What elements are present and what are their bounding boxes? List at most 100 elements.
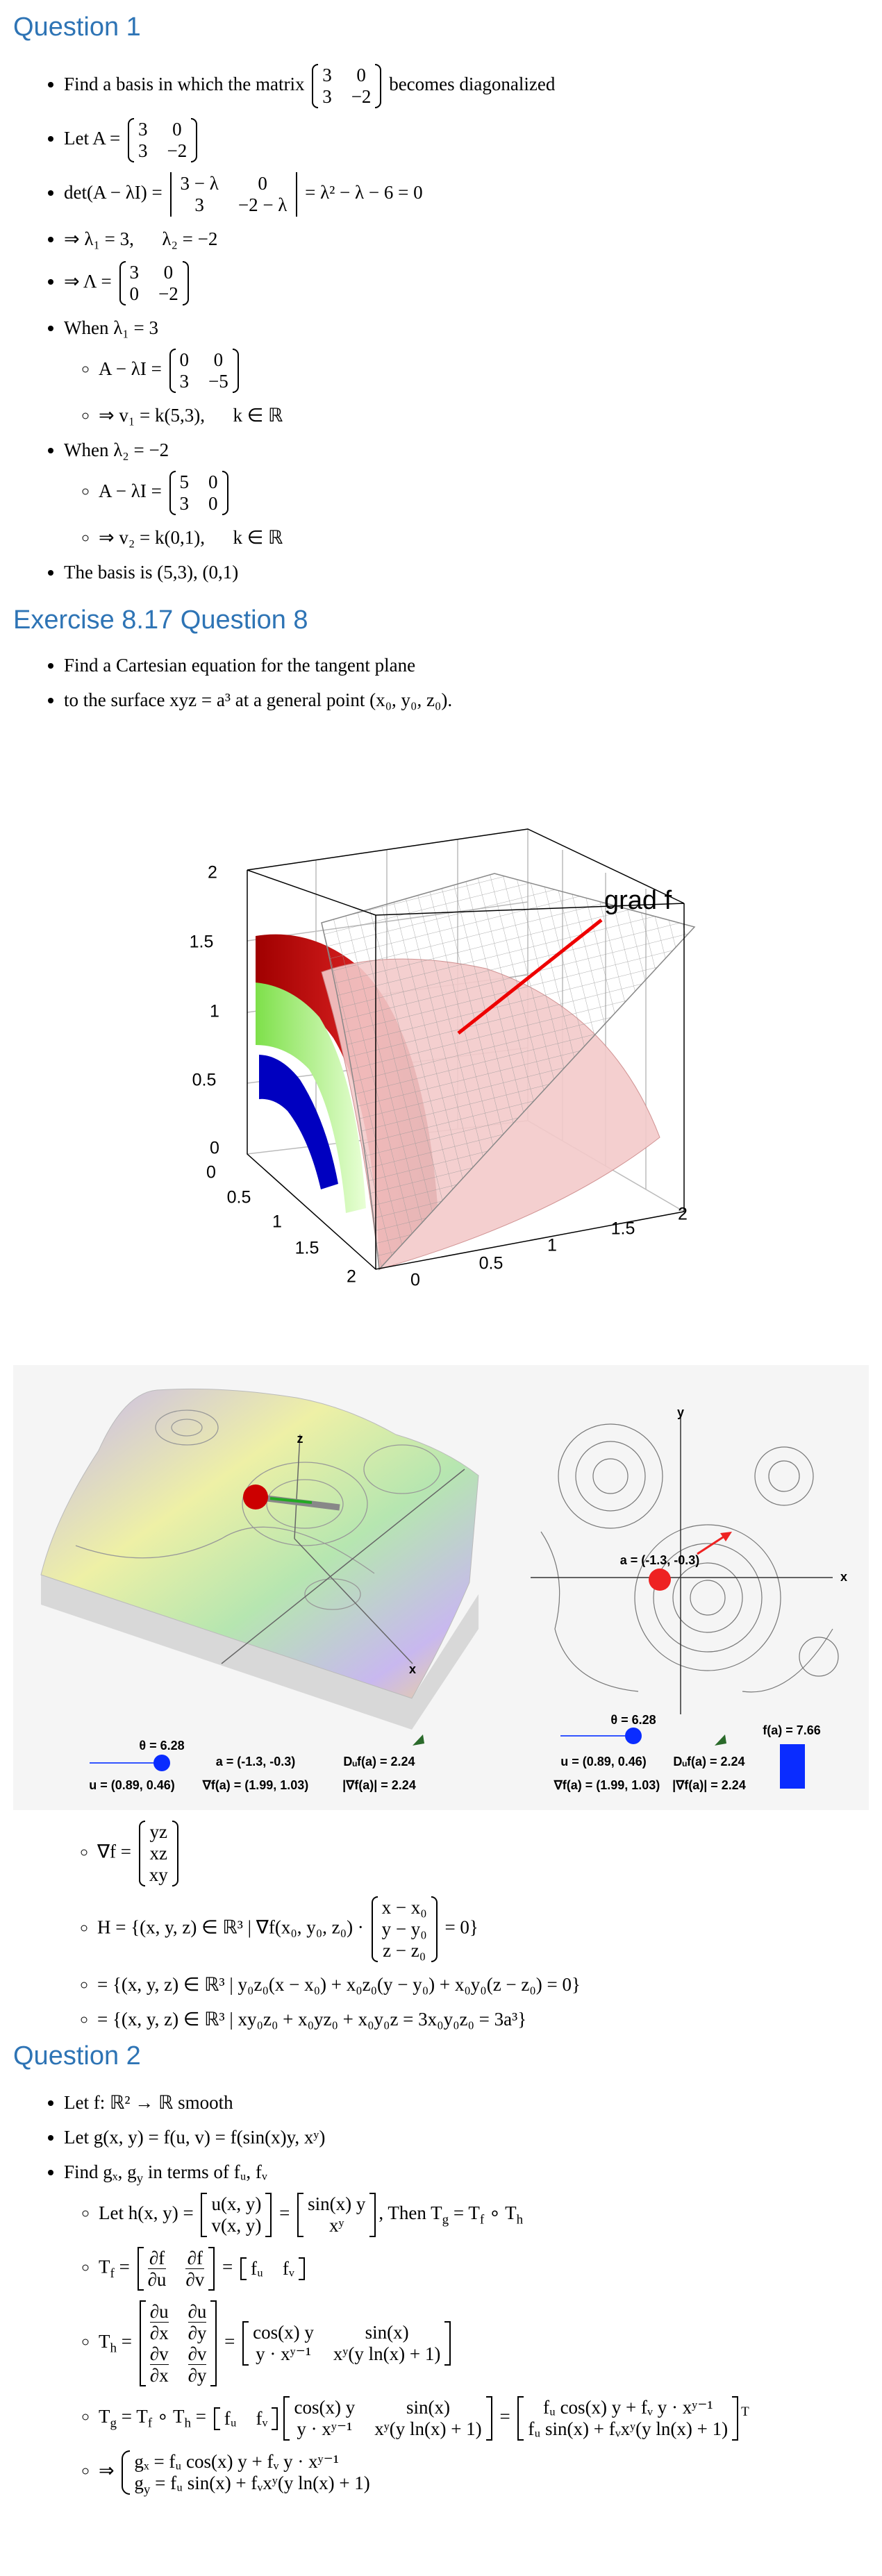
list-item: A − λI = 003−5 [99, 347, 882, 394]
arrow-icon [715, 1734, 726, 1746]
matrix-cell: fᵤ [224, 2407, 237, 2429]
gradient-arrow [697, 1534, 726, 1555]
matrix-cell: ∂f ∂u [147, 2248, 167, 2290]
axes [531, 1418, 833, 1714]
axis-label: y [677, 1405, 684, 1419]
label: f(a) = 7.66 [763, 1723, 821, 1737]
delimiter [272, 2407, 278, 2430]
matrix-cell: 3 [194, 194, 204, 215]
math-text: = [190, 2406, 211, 2427]
subscript: y [143, 2482, 151, 2498]
list-item: When λ₁ = 3A − λI = 003−5⇒ v₁ = k(5,3), … [64, 314, 882, 429]
subscript: f [110, 2266, 115, 2282]
delimiter [172, 1821, 178, 1887]
math-text: = [219, 2331, 240, 2352]
delimiter [138, 1821, 145, 1887]
arrow-head [720, 1532, 732, 1541]
delimiter [485, 2396, 492, 2441]
matrix: ∂f ∂u ∂f ∂v [137, 2247, 215, 2291]
list-item: Th = ∂u∂x∂u∂y∂v∂x∂v∂y = cos(x) ysin(x)y … [99, 2299, 882, 2388]
math-text: Let g(x, y) = f(u, v) = f(sin(x)y, xʸ) [64, 2127, 326, 2148]
delimiter [213, 2407, 220, 2430]
matrix-cell: cos(x) y [253, 2322, 314, 2343]
matrix-cell: gₓ = fᵤ cos(x) y + fᵥ y · xʸ⁻¹ [134, 2451, 340, 2472]
matrix-cell: ∂u ∂x [149, 2301, 169, 2343]
delimiter [201, 2193, 208, 2237]
gradient-arrow [457, 919, 603, 1035]
matrix-cell: u(x, y) [211, 2193, 262, 2214]
slider-handle[interactable] [625, 1728, 642, 1744]
matrix-cell: fᵤ [250, 2258, 263, 2279]
contour [540, 1531, 833, 1693]
math-text: A − λI = [99, 358, 167, 380]
math-text: ⇒ v₁ = k(5,3), k ∈ ℝ [99, 405, 283, 426]
contour [171, 1419, 203, 1437]
math-text: becomes diagonalized [384, 74, 556, 95]
list-item: Find a Cartesian equation for the tangen… [64, 651, 882, 679]
subscript: g [110, 2416, 117, 2431]
matrix-cell: y · xʸ⁻¹ [256, 2343, 311, 2364]
matrix-cell: 3 − λ [180, 173, 219, 194]
delimiter [119, 261, 126, 306]
matrix-cell: 0 [172, 119, 182, 140]
contour [75, 1526, 375, 1574]
tick-label: 2 [678, 1205, 688, 1224]
matrix-cell: y − y₀ [381, 1918, 427, 1939]
matrix: 0 0 3 −5 [169, 349, 239, 393]
contour [592, 1458, 629, 1494]
matrix-cell: ∂v ∂x [149, 2343, 169, 2386]
delimiter [242, 2321, 249, 2366]
math-text: = [494, 2406, 515, 2427]
delimiter [240, 2257, 247, 2280]
delimiter [139, 2300, 146, 2386]
heading: Exercise 8.17 Question 8 [13, 605, 308, 635]
numerator: ∂f [147, 2248, 167, 2269]
tick-label: 2 [208, 863, 217, 883]
matrix-cell: −2 [158, 283, 178, 304]
math-text: Find a Cartesian equation for the tangen… [64, 655, 416, 676]
matrix: cos(x) y sin(x) y · xʸ⁻¹ xʸ(y ln(x) + 1) [283, 2396, 492, 2441]
matrix-cell: −5 [208, 371, 228, 392]
delimiter [208, 2247, 215, 2291]
axes [221, 1434, 465, 1664]
fraction: ∂u ∂x [149, 2301, 169, 2343]
contour [242, 1462, 368, 1546]
fraction: ∂v ∂x [149, 2343, 169, 2386]
annotation: grad f [604, 886, 672, 915]
tick-label: 1.5 [190, 932, 214, 952]
list-item: Let h(x, y) = u(x, y)v(x, y) = sin(x) yx… [99, 2191, 882, 2239]
matrix-cell: sin(x) [406, 2397, 450, 2418]
list-item: ⇒ gₓ = fᵤ cos(x) y + fᵥ y · xʸ⁻¹gy = fᵤ … [99, 2449, 882, 2496]
tick-label: 1 [272, 1212, 282, 1232]
axis-label: z [297, 1432, 303, 1446]
numerator: ∂f [185, 2248, 205, 2269]
point [649, 1569, 671, 1591]
math-text: A − λI = [99, 480, 167, 502]
numerator: ∂v [149, 2343, 169, 2365]
matrix-body: cos(x) y sin(x) y · xʸ⁻¹ xʸ(y ln(x) + 1) [249, 2321, 444, 2366]
denominator: ∂x [149, 2323, 169, 2343]
math-text: Let A = [64, 128, 125, 149]
list: Find a basis in which the matrix 303−2 b… [28, 57, 882, 593]
plot-3d: grad f 2 1.5 1 0.5 0 0 0.5 1 1.5 2 0 0.5… [190, 828, 696, 1290]
tick-label: 0.5 [227, 1188, 251, 1207]
list-item: Let f: ℝ² → ℝ smooth [64, 2089, 882, 2116]
delimiter [375, 64, 382, 108]
delimiter [369, 2193, 376, 2237]
matrix-cell: gy = fᵤ sin(x) + fᵥxʸ(y ln(x) + 1) [134, 2473, 369, 2498]
matrix-body: cos(x) y sin(x) y · xʸ⁻¹ xʸ(y ln(x) + 1) [290, 2396, 485, 2441]
math-text: ∘ T [484, 2202, 517, 2224]
label: θ = 6.28 [139, 1739, 184, 1753]
matrix-cell: 0 [258, 173, 267, 194]
matrix-cell: 3 [179, 493, 190, 514]
numerator: ∂u [149, 2301, 169, 2323]
math-text: = {(x, y, z) ∈ ℝ³ | xy₀z₀ + x₀yz₀ + x₀y₀… [97, 2009, 527, 2030]
slider-handle[interactable] [153, 1755, 170, 1771]
matrix-cell: sin(x) y [308, 2193, 366, 2214]
label: |∇f(a)| = 2.24 [672, 1778, 746, 1792]
